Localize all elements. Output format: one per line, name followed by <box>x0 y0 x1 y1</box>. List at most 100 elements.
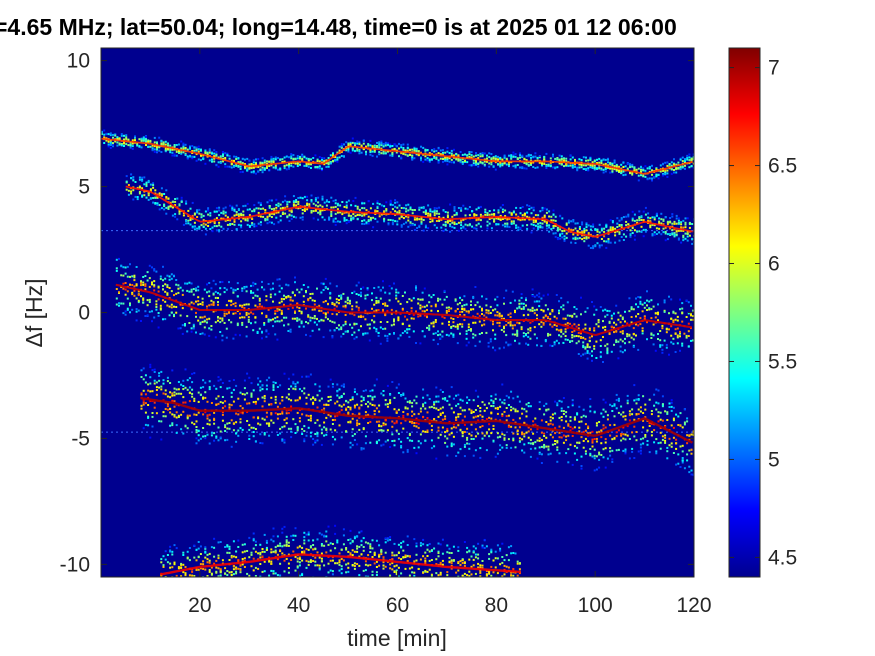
heat-cell <box>467 326 470 329</box>
heat-cell <box>672 319 675 322</box>
heat-cell <box>336 151 339 154</box>
heat-cell <box>548 224 551 227</box>
heat-cell <box>486 220 489 223</box>
heat-cell <box>506 218 509 221</box>
heat-cell <box>549 157 552 160</box>
heat-cell <box>602 158 605 161</box>
heat-cell <box>591 359 593 362</box>
heat-cell <box>191 201 194 204</box>
heat-cell <box>210 325 213 327</box>
heat-cell <box>284 195 287 198</box>
heat-cell <box>192 325 195 328</box>
heat-cell <box>279 219 282 222</box>
heat-cell <box>607 164 609 167</box>
heat-cell <box>681 344 684 347</box>
heat-cell <box>201 316 204 319</box>
heat-cell <box>488 162 491 165</box>
heat-cell <box>320 282 323 285</box>
heat-cell <box>593 305 596 308</box>
heat-cell <box>153 401 156 404</box>
heat-cell <box>582 168 585 170</box>
heat-cell <box>307 375 310 378</box>
heat-cell <box>475 224 478 227</box>
heat-cell <box>305 321 307 323</box>
heat-cell <box>151 283 153 286</box>
heat-cell <box>503 162 506 165</box>
heat-cell <box>212 279 215 282</box>
heat-cell <box>461 153 464 156</box>
heat-cell <box>353 404 356 407</box>
heat-cell <box>584 323 587 326</box>
heat-cell <box>368 327 371 330</box>
heat-cell <box>402 222 405 225</box>
heat-cell <box>441 335 444 338</box>
heat-cell <box>615 166 618 169</box>
heat-cell <box>303 425 306 428</box>
heat-cell <box>140 295 142 298</box>
heat-cell <box>142 276 145 278</box>
heat-cell <box>235 432 238 435</box>
heat-cell <box>151 144 154 147</box>
heat-cell <box>274 381 277 384</box>
heat-cell <box>166 395 169 398</box>
heat-cell <box>122 282 125 285</box>
heat-cell <box>600 238 603 240</box>
heat-cell <box>378 203 381 206</box>
heat-cell <box>222 227 225 230</box>
heat-cell <box>573 329 576 332</box>
heat-cell <box>642 169 645 172</box>
heat-cell <box>394 220 397 223</box>
heat-cell <box>133 294 136 297</box>
heat-cell <box>607 229 610 232</box>
heat-cell <box>650 308 653 311</box>
heat-cell <box>320 397 323 400</box>
heat-cell <box>499 218 502 221</box>
heat-cell <box>166 402 169 405</box>
heat-cell <box>560 158 563 161</box>
heat-cell <box>349 141 352 144</box>
heat-cell <box>103 133 106 136</box>
heat-cell <box>153 316 156 319</box>
heat-cell <box>195 300 197 303</box>
heat-cell <box>207 207 210 210</box>
heat-cell <box>156 141 158 144</box>
heat-cell <box>541 216 544 219</box>
heat-cell <box>373 409 376 412</box>
heat-cell <box>186 427 189 430</box>
heat-cell <box>363 207 366 210</box>
heat-cell <box>384 403 387 406</box>
heat-cell <box>542 294 545 297</box>
heat-cell <box>563 159 565 162</box>
heat-cell <box>406 331 409 334</box>
heat-cell <box>378 425 381 428</box>
heat-cell <box>330 206 333 209</box>
heat-cell <box>250 284 252 287</box>
heat-cell <box>297 207 300 210</box>
heat-cell <box>437 297 439 300</box>
heat-cell <box>162 299 164 302</box>
heat-cell <box>672 337 675 340</box>
heat-cell <box>668 328 670 331</box>
heat-cell <box>334 199 337 202</box>
heat-cell <box>476 301 479 304</box>
heat-cell <box>185 220 188 222</box>
heat-cell <box>254 321 257 324</box>
heat-cell <box>241 304 244 307</box>
heat-cell <box>448 152 451 154</box>
heat-cell <box>322 312 325 314</box>
heat-cell <box>444 151 447 154</box>
heat-cell <box>627 213 630 216</box>
heat-cell <box>639 296 642 299</box>
heat-cell <box>651 234 654 237</box>
heat-cell <box>622 166 625 168</box>
heat-cell <box>283 441 286 444</box>
heat-cell <box>413 218 416 221</box>
heat-cell <box>538 305 541 308</box>
heat-cell <box>582 156 585 159</box>
heat-cell <box>126 297 129 300</box>
heat-cell <box>316 287 318 290</box>
heat-cell <box>307 415 310 417</box>
heat-cell <box>520 302 523 305</box>
heat-cell <box>663 309 666 312</box>
heat-cell <box>251 210 254 213</box>
